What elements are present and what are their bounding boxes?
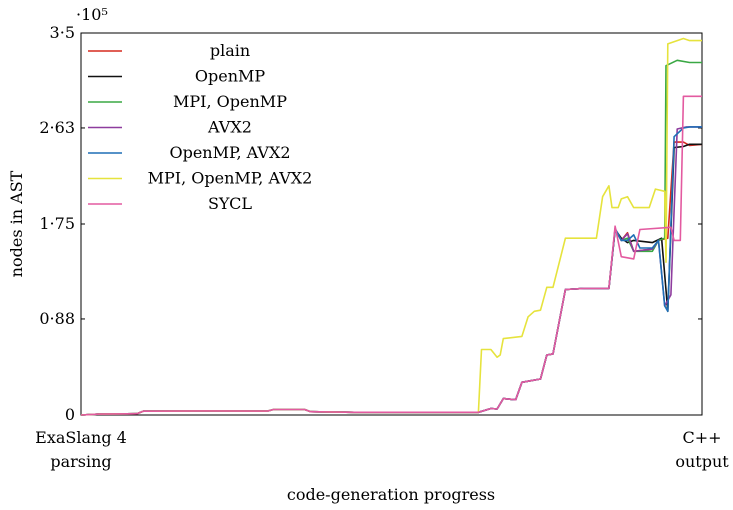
x-axis-title: code-generation progress (287, 485, 495, 504)
legend: plain OpenMP MPI, OpenMP AVX2 OpenMP, AVX2 MP… (88, 41, 312, 213)
y-tick-label: 3·5 (50, 23, 75, 42)
legend-label: SYCL (208, 194, 252, 213)
legend-label: MPI, OpenMP, AVX2 (148, 169, 313, 188)
y-axis-title: nodes in AST (7, 170, 26, 277)
x-tick-label: output (675, 452, 729, 471)
legend-label: AVX2 (207, 118, 252, 137)
x-tick-label: ExaSlang 4 (35, 428, 127, 447)
legend-label: OpenMP (195, 67, 266, 86)
y-tick-label: 1·75 (39, 214, 75, 233)
x-tick-label: C++ (682, 428, 721, 447)
series-lines (80, 37, 703, 416)
y-tick-label: 2·63 (39, 118, 75, 137)
plot-border (80, 32, 703, 416)
legend-label: MPI, OpenMP (173, 92, 287, 111)
plot-frame (80, 32, 703, 416)
series-line-mpi-openmp (80, 59, 702, 416)
x-tick-label: parsing (50, 452, 111, 471)
legend-label: OpenMP, AVX2 (169, 143, 290, 162)
y-tick-label: 0·88 (39, 309, 75, 328)
y-tick-label: 0 (65, 405, 75, 424)
y-axis-ticks: 0 0·88 1·75 2·63 3·5 (39, 23, 702, 424)
series-line-sycl (80, 95, 702, 416)
legend-label: plain (210, 41, 250, 60)
y-axis-exponent: ·10⁵ (76, 5, 108, 24)
x-axis-ticks: ExaSlang 4 parsing C++ output (35, 33, 729, 471)
